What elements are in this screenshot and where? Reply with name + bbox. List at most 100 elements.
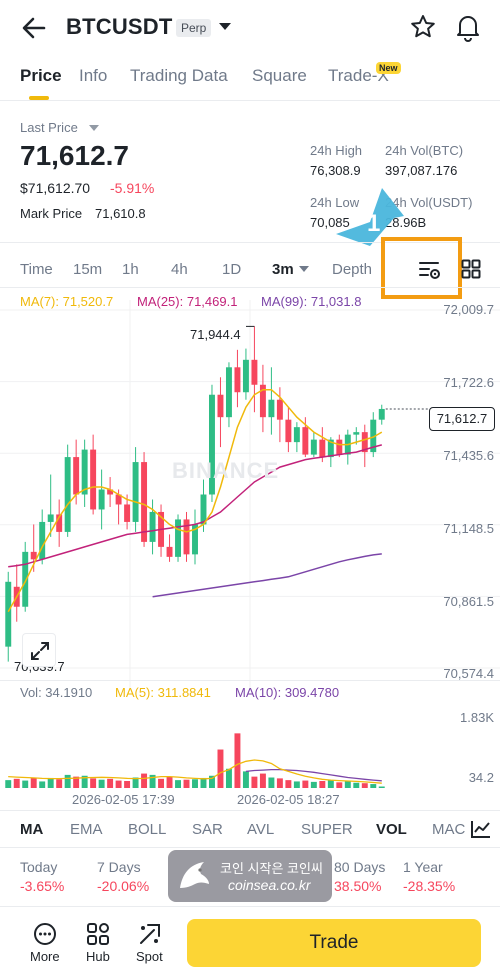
indicator-ema[interactable]: EMA <box>70 821 103 838</box>
nav-divider <box>0 906 500 907</box>
interval-depth[interactable]: Depth <box>332 261 373 278</box>
last-price-dropdown-icon[interactable] <box>89 125 99 131</box>
candle-body <box>259 384 266 418</box>
interval-dropdown-icon[interactable] <box>299 266 309 272</box>
interval-time[interactable]: Time <box>20 261 53 278</box>
candle-body <box>39 521 46 560</box>
candle-body <box>90 449 97 510</box>
candle-body <box>192 524 198 555</box>
indicator-boll[interactable]: BOLL <box>128 821 167 838</box>
symbol-title[interactable]: BTCUSDT <box>66 14 173 39</box>
ma7-legend: MA(7): 71,520.7 <box>20 294 114 309</box>
candle <box>98 469 105 530</box>
candle <box>183 511 190 562</box>
candle-body <box>47 514 54 522</box>
volume-bar <box>259 773 266 788</box>
volume-bar <box>56 779 63 788</box>
spot-icon[interactable] <box>138 922 162 946</box>
perf-today-value: -3.65% <box>20 878 65 894</box>
bell-icon[interactable] <box>454 12 482 42</box>
volume-bar <box>378 786 385 788</box>
tab-price[interactable]: Price <box>20 66 62 85</box>
tab-info[interactable]: Info <box>79 66 108 85</box>
star-icon[interactable] <box>409 13 437 41</box>
vol-ma5-legend: MA(5): 311.8841 <box>115 685 211 700</box>
tab-trading-data[interactable]: Trading Data <box>130 66 228 85</box>
nav-hub-label[interactable]: Hub <box>86 949 110 964</box>
vol-usdt-label: 24h Vol(USDT) <box>385 195 473 210</box>
candle <box>90 434 97 515</box>
volume-bar <box>124 781 131 788</box>
candlestick-chart[interactable] <box>0 300 500 690</box>
high-annotation: 71,944.4 <box>190 327 241 342</box>
candle-body <box>166 546 173 557</box>
tab-trade-x[interactable]: Trade-X <box>328 66 389 85</box>
nav-more-label[interactable]: More <box>30 949 60 964</box>
perf-80d-value: 38.50% <box>334 878 382 894</box>
interval-3m[interactable]: 3m <box>272 261 294 278</box>
volume-bar <box>158 778 165 788</box>
volume-bar <box>115 780 122 788</box>
volume-bar <box>98 779 105 788</box>
vol-usdt-value: 28.96B <box>385 215 427 230</box>
candle <box>124 494 131 530</box>
candle-body <box>22 551 29 607</box>
interval-divider <box>0 287 500 288</box>
trade-button[interactable]: Trade <box>187 919 481 967</box>
vol-btc-value: 397,087.176 <box>385 163 458 178</box>
more-icon[interactable] <box>33 922 57 946</box>
indicator-macd[interactable]: MAC <box>432 821 466 838</box>
candle <box>47 474 54 537</box>
nav-spot-label[interactable]: Spot <box>136 949 163 964</box>
volume-bar <box>166 776 173 788</box>
volume-bar <box>5 780 12 788</box>
candle <box>344 429 351 465</box>
volume-bar <box>217 749 224 788</box>
volume-bar <box>361 783 368 788</box>
tab-square[interactable]: Square <box>252 66 307 85</box>
ma25-legend: MA(25): 71,469.1 <box>137 294 238 309</box>
candle <box>268 367 275 435</box>
indicator-super[interactable]: SUPER <box>301 821 353 838</box>
candle <box>56 499 63 547</box>
last-price-label[interactable]: Last Price <box>20 120 78 135</box>
candle <box>107 477 114 507</box>
candle <box>285 407 292 453</box>
indicator-vol[interactable]: VOL <box>376 821 407 838</box>
indicator-ma[interactable]: MA <box>20 821 44 838</box>
candle-body <box>285 419 292 443</box>
candle <box>192 509 198 565</box>
candle-body <box>200 494 207 525</box>
candle <box>166 534 173 562</box>
indicator-avl[interactable]: AVL <box>247 821 275 838</box>
candle <box>64 444 71 537</box>
back-arrow-icon[interactable] <box>18 12 50 44</box>
candle <box>259 364 266 433</box>
interval-1d[interactable]: 1D <box>222 261 242 278</box>
volume-bar <box>73 776 80 788</box>
interval-4h[interactable]: 4h <box>171 261 188 278</box>
callout-arrow <box>336 188 404 246</box>
indicator-chart-icon[interactable] <box>470 819 492 839</box>
dolphin-logo-icon <box>180 862 209 888</box>
mark-price-label: Mark Price <box>20 206 83 221</box>
ma7-line <box>7 388 383 613</box>
candle <box>22 541 29 612</box>
last-price: 71,612.7 <box>20 140 129 171</box>
volume-bar <box>344 781 351 788</box>
watermark-text: 코인 시작은 코인씨 <box>220 861 323 876</box>
candle-body <box>217 394 224 418</box>
vol-ma10-line <box>245 768 382 782</box>
y-tick-label: 70,574.4 <box>443 666 494 681</box>
candle-body <box>149 511 156 542</box>
grid-layout-icon[interactable] <box>461 259 481 279</box>
candle <box>175 514 181 562</box>
hub-icon[interactable] <box>86 922 110 946</box>
interval-15m[interactable]: 15m <box>73 261 103 278</box>
chart-settings-icon[interactable] <box>418 259 442 281</box>
expand-chart-button[interactable] <box>22 633 56 667</box>
volume-bar <box>47 777 54 788</box>
indicator-sar[interactable]: SAR <box>192 821 223 838</box>
interval-1h[interactable]: 1h <box>122 261 139 278</box>
symbol-dropdown-icon[interactable] <box>219 23 231 30</box>
